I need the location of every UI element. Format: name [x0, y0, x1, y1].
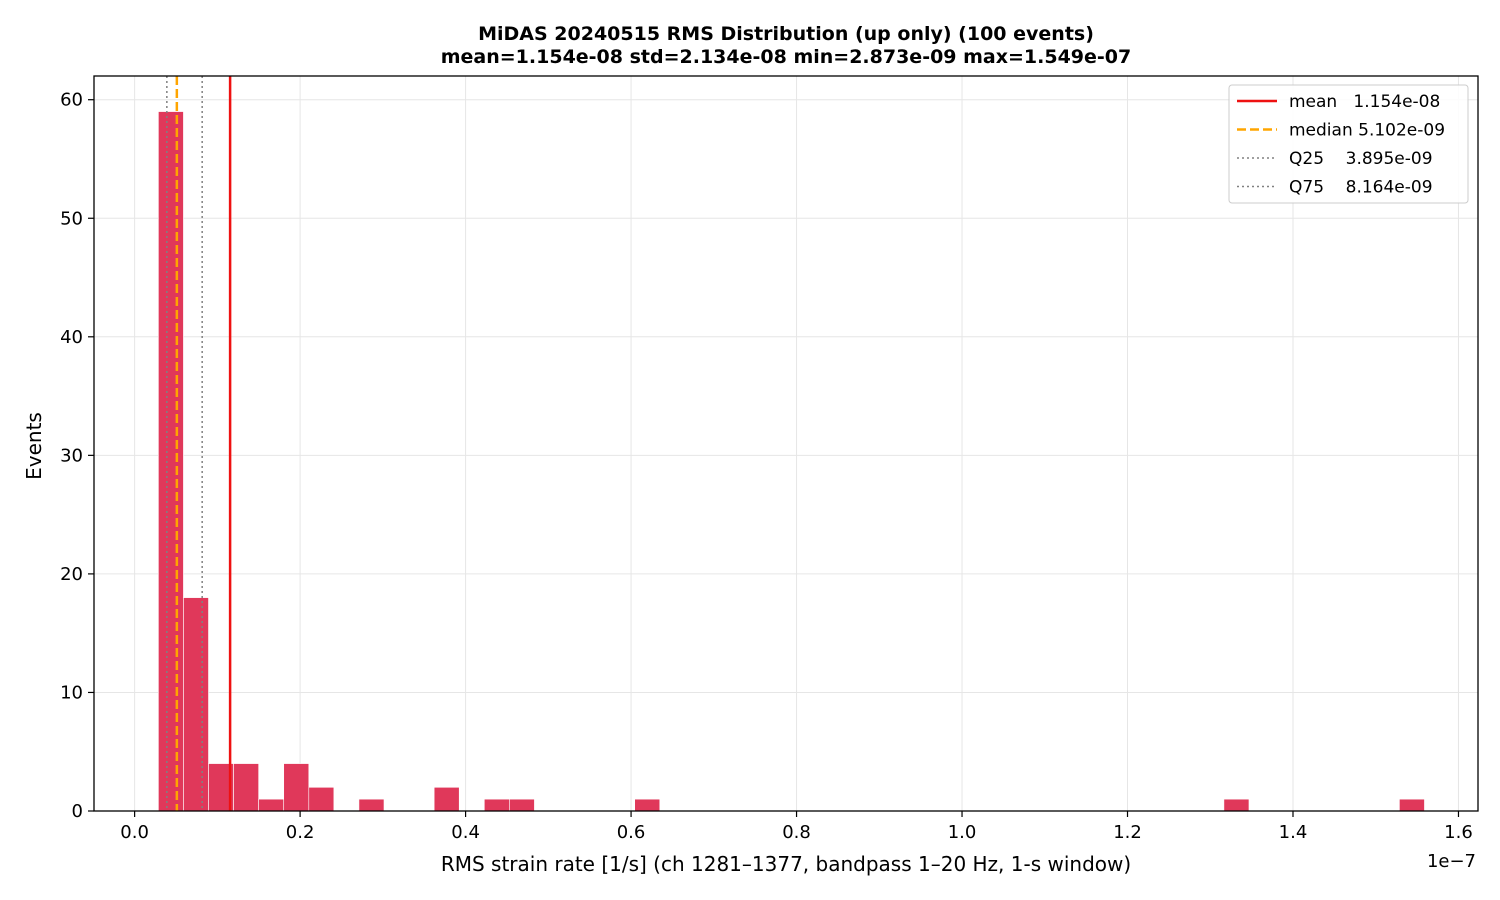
legend-q75-label: Q75 8.164e-09	[1289, 178, 1433, 198]
legend-q25-label: Q25 3.895e-09	[1289, 149, 1433, 169]
reference-lines	[166, 76, 232, 811]
histogram-bar	[1223, 798, 1250, 812]
legend-box	[1228, 84, 1469, 204]
histogram-bar	[509, 798, 535, 812]
y-axis-label: Events	[22, 412, 46, 480]
histogram-bar	[1399, 798, 1425, 812]
x-axis-label: RMS strain rate [1/s] (ch 1281–1377, ban…	[441, 852, 1131, 876]
x-tick-label: 1.0	[948, 822, 977, 843]
legend-median-label: median 5.102e-09	[1289, 121, 1445, 141]
x-tick-label: 1.6	[1444, 822, 1473, 843]
x-tick-label: 1.2	[1113, 822, 1142, 843]
y-tick-label: 20	[60, 564, 83, 585]
histogram-bar	[308, 786, 335, 812]
x-tick-label: 0.2	[286, 822, 315, 843]
histogram-bar	[283, 763, 310, 812]
histogram-bar	[483, 798, 510, 812]
x-tick-label: 0.4	[451, 822, 480, 843]
chart-title: MiDAS 20240515 RMS Distribution (up only…	[478, 23, 1094, 45]
y-tick-label: 50	[60, 208, 83, 229]
x-tick-label: 0.8	[782, 822, 811, 843]
histogram-bar	[233, 763, 259, 812]
x-axis-offset-label: 1e−7	[1427, 851, 1476, 872]
histogram-bar	[634, 798, 661, 812]
legend: mean 1.154e-08 median 5.102e-09 Q25 3.895e…	[1228, 84, 1469, 204]
legend-mean-label: mean 1.154e-08	[1289, 92, 1440, 112]
x-axis-ticks: 0.0 0.2 0.4 0.6 0.8 1.0 1.2 1.4 1.6	[120, 811, 1473, 843]
y-axis-ticks: 0 10 20 30 40 50 60	[60, 90, 94, 822]
y-tick-label: 40	[60, 327, 83, 348]
y-tick-label: 10	[60, 682, 83, 703]
histogram-bar	[158, 111, 184, 812]
y-tick-label: 60	[60, 90, 83, 111]
plot-frame	[93, 75, 1479, 812]
histogram-bars	[158, 111, 1425, 812]
histogram-bar	[183, 597, 209, 812]
y-tick-label: 30	[60, 445, 83, 466]
y-tick-label: 0	[72, 801, 83, 822]
chart-subtitle: mean=1.154e-08 std=2.134e-08 min=2.873e-…	[441, 46, 1132, 68]
histogram-bar	[433, 786, 460, 812]
x-tick-label: 1.4	[1279, 822, 1308, 843]
histogram-bar	[358, 798, 385, 812]
histogram-bar	[258, 798, 285, 812]
x-tick-label: 0.0	[120, 822, 149, 843]
x-tick-label: 0.6	[617, 822, 646, 843]
